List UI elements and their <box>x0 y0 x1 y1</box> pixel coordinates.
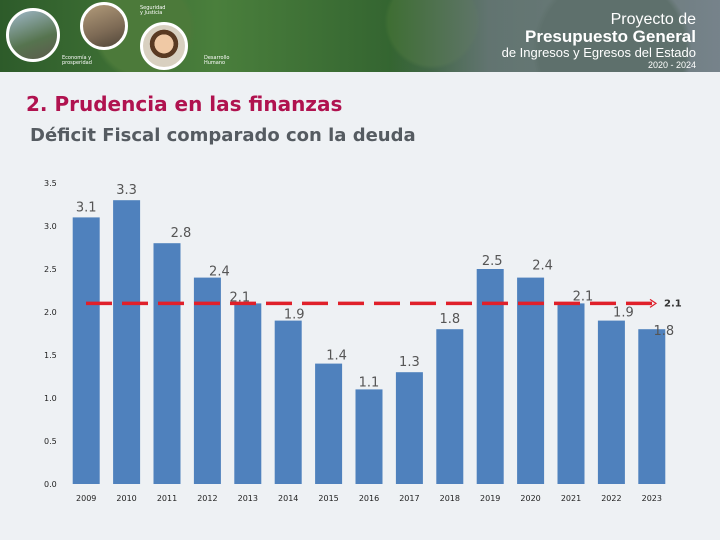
x-tick-label: 2009 <box>76 494 96 503</box>
proyecto-line-4: 2020 - 2024 <box>647 60 696 70</box>
x-tick-label: 2014 <box>278 494 298 503</box>
x-tick-label: 2016 <box>359 494 379 503</box>
x-tick-label: 2010 <box>116 494 136 503</box>
data-label: 2.1 <box>573 289 594 304</box>
bar <box>395 372 423 484</box>
reference-label: 2.1 <box>664 298 682 309</box>
x-tick-label: 2012 <box>197 494 217 503</box>
bar <box>274 320 302 484</box>
data-label: 1.4 <box>326 349 347 364</box>
x-tick-label: 2023 <box>642 494 662 503</box>
proyecto-line-3: de Ingresos y Egresos del Estado <box>501 45 696 60</box>
data-label: 3.3 <box>116 183 137 198</box>
x-tick-label: 2020 <box>520 494 540 503</box>
data-label: 3.1 <box>76 200 97 215</box>
bar <box>517 277 545 484</box>
x-tick-label: 2015 <box>318 494 338 503</box>
y-tick-label: 0.5 <box>44 437 57 446</box>
bar <box>355 389 383 484</box>
proyecto-logo: Proyecto de Presupuesto General de Ingre… <box>501 11 696 71</box>
y-tick-label: 1.0 <box>44 394 57 403</box>
bar <box>72 217 100 484</box>
x-tick-label: 2013 <box>238 494 258 503</box>
reference-arrow <box>649 298 658 308</box>
bar <box>113 200 141 484</box>
bar <box>234 303 262 484</box>
desarrollo-photo <box>140 22 188 70</box>
seguridad-photo <box>80 2 128 50</box>
x-tick-label: 2011 <box>157 494 177 503</box>
label-seguridad: Seguridad y Justicia <box>140 5 166 16</box>
x-tick-label: 2018 <box>440 494 460 503</box>
x-tick-label: 2017 <box>399 494 419 503</box>
y-tick-label: 2.0 <box>44 308 57 317</box>
x-tick-label: 2021 <box>561 494 581 503</box>
y-tick-label: 3.0 <box>44 222 57 231</box>
bar <box>557 303 585 484</box>
data-label: 1.8 <box>653 324 674 339</box>
data-label: 2.8 <box>171 226 192 241</box>
bar <box>597 320 625 484</box>
label-economia: Economía y prosperidad <box>62 55 92 66</box>
bar <box>476 269 504 484</box>
y-tick-label: 0.0 <box>44 480 57 489</box>
proyecto-line-2: Presupuesto General <box>524 27 696 46</box>
data-label: 1.3 <box>399 355 420 370</box>
bar <box>153 243 181 484</box>
header-banner: Economía y prosperidad Seguridad y Justi… <box>0 0 720 72</box>
data-label: 1.1 <box>359 375 380 390</box>
bar <box>315 363 343 484</box>
data-label: 1.9 <box>613 306 634 321</box>
y-tick-label: 2.5 <box>44 265 57 274</box>
bar <box>193 277 221 484</box>
bar <box>638 329 666 484</box>
y-tick-label: 3.5 <box>44 179 57 188</box>
bar <box>436 329 464 484</box>
label-desarrollo: Desarrollo Humano <box>204 55 230 66</box>
page-title: 2. Prudencia en las finanzas <box>26 92 343 116</box>
banner-overlay <box>390 0 720 72</box>
y-tick-label: 1.5 <box>44 351 57 360</box>
x-tick-label: 2019 <box>480 494 500 503</box>
data-label: 2.5 <box>482 254 503 269</box>
chart-subtitle: Déficit Fiscal comparado con la deuda <box>30 125 416 146</box>
data-label: 2.4 <box>532 259 553 274</box>
proyecto-line-1: Proyecto de <box>610 11 696 28</box>
data-label: 1.8 <box>439 312 460 327</box>
economia-photo <box>6 8 60 62</box>
data-label: 2.4 <box>209 265 230 280</box>
x-tick-label: 2022 <box>601 494 621 503</box>
data-label: 1.9 <box>284 308 305 323</box>
